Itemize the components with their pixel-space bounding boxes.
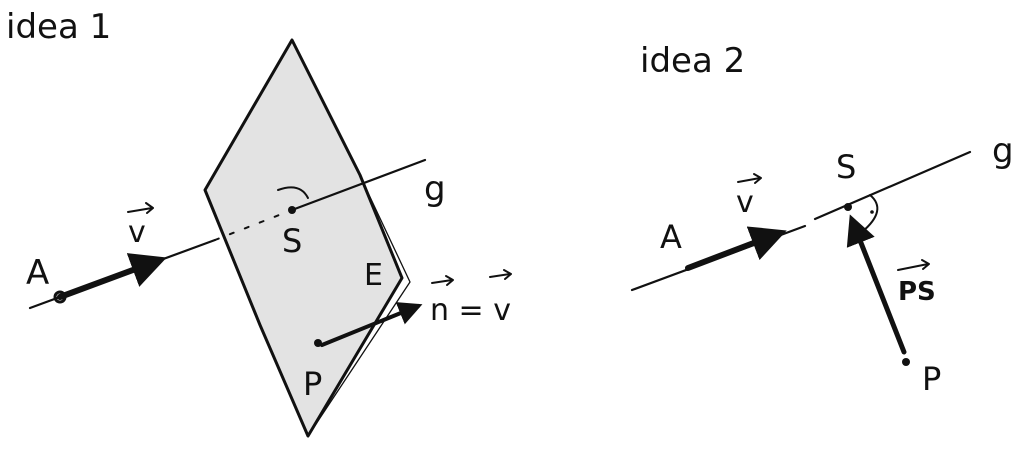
right-angle-arc-2 — [861, 194, 879, 233]
panel-idea-1: idea 1 A v S g E P n = v — [6, 7, 512, 438]
plane-e — [203, 38, 404, 438]
plane-edge-sketch-line — [311, 179, 411, 431]
right-angle-arc — [277, 186, 309, 199]
normal-vector-n-arrow — [320, 302, 423, 347]
vector-ps-overarrow — [897, 259, 930, 271]
vector-v-arrow-2 — [685, 226, 787, 271]
vector-v-overarrow — [127, 202, 154, 214]
label-plane-e: E — [364, 258, 383, 293]
label-vector-ps: PS — [898, 277, 936, 307]
label-line-g: g — [424, 169, 446, 209]
normal-v-overarrow — [489, 269, 512, 280]
label-point-s: S — [282, 222, 302, 260]
point-s-marker — [288, 206, 296, 214]
right-angle-dot — [870, 210, 874, 214]
vector-ps-arrow — [846, 214, 907, 355]
panel-2-title: idea 2 — [640, 41, 745, 81]
vector-v-arrow — [57, 253, 167, 300]
label-point-p-2: P — [922, 360, 941, 398]
label-line-g-2: g — [992, 131, 1014, 171]
label-point-a: A — [26, 253, 49, 293]
label-vector-v-2: v — [736, 185, 754, 220]
line-g-back — [290, 158, 427, 212]
label-normal-equation: n = v — [430, 293, 511, 328]
label-point-s-2: S — [836, 148, 856, 186]
line-g-hidden — [214, 209, 293, 241]
vector-v-overarrow-2 — [737, 173, 762, 184]
point-s-marker-2 — [844, 203, 852, 211]
point-p-marker-2 — [902, 358, 910, 366]
label-vector-v: v — [128, 215, 146, 250]
normal-n-overarrow — [431, 275, 454, 286]
label-point-p: P — [303, 365, 322, 403]
line-g-right — [813, 150, 972, 221]
label-point-a-2: A — [660, 218, 682, 256]
panel-idea-2: idea 2 A v S g PS P — [630, 41, 1014, 398]
panel-1-title: idea 1 — [6, 7, 111, 47]
